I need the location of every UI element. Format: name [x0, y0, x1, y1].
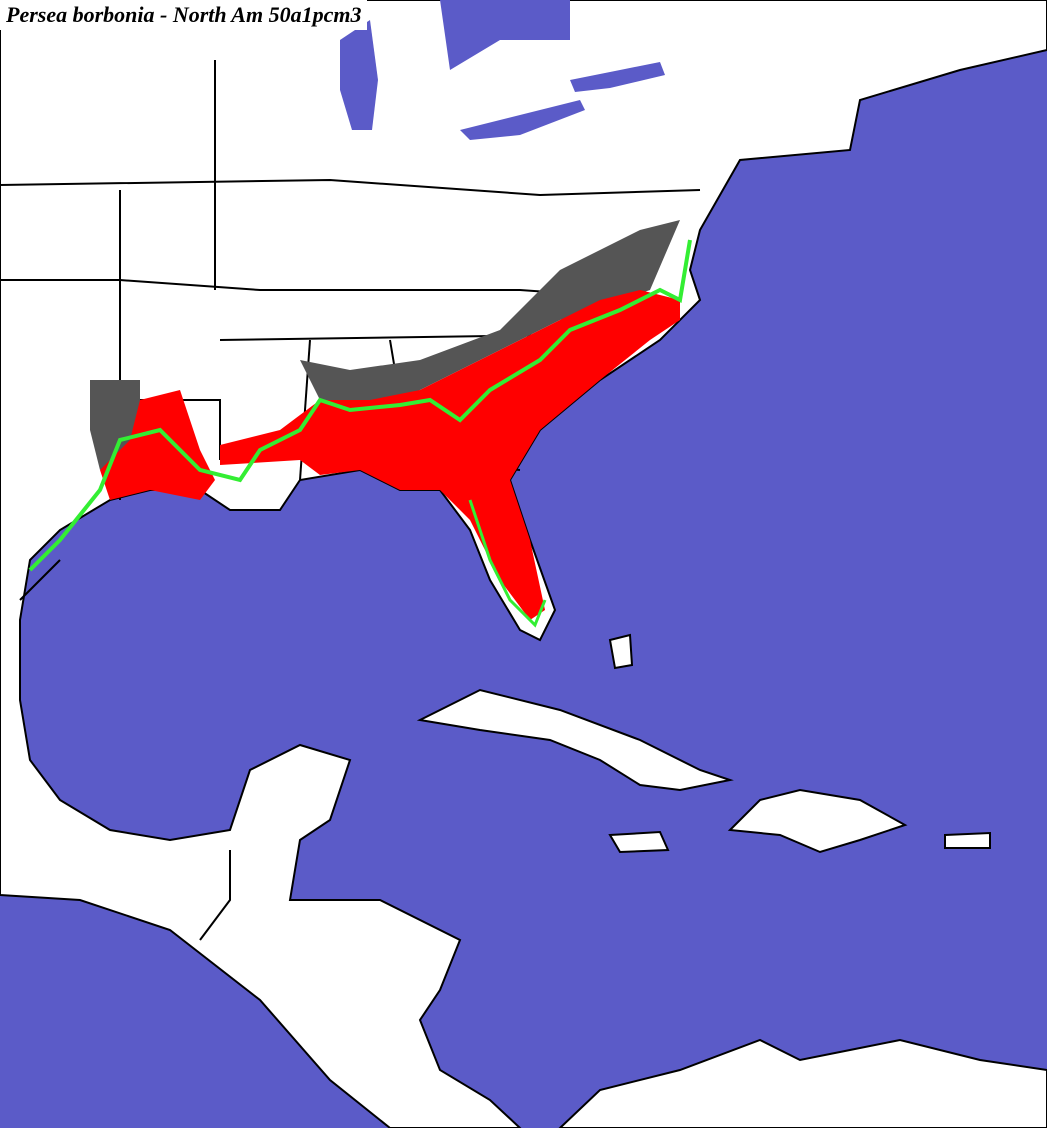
- border: [19, 559, 61, 601]
- red-region-west: [100, 390, 215, 500]
- great-lakes: [340, 0, 665, 140]
- lake-superior: [440, 0, 570, 70]
- puerto-rico: [944, 831, 991, 849]
- hispaniola: [727, 788, 908, 854]
- border: [199, 850, 231, 941]
- lake-erie: [460, 100, 585, 140]
- lake-ontario: [570, 62, 665, 92]
- map-title: Persea borbonia - North Am 50a1pcm3: [0, 0, 368, 30]
- bahamas: [608, 633, 634, 670]
- border: [0, 178, 701, 197]
- lake-michigan: [340, 20, 378, 130]
- south-america-land: [558, 1038, 1047, 1128]
- gray-band: [300, 220, 680, 400]
- jamaica: [608, 830, 670, 854]
- cuba: [416, 688, 734, 792]
- red-region: [220, 290, 680, 620]
- range-line-coast: [468, 499, 547, 628]
- range-line: [28, 239, 692, 572]
